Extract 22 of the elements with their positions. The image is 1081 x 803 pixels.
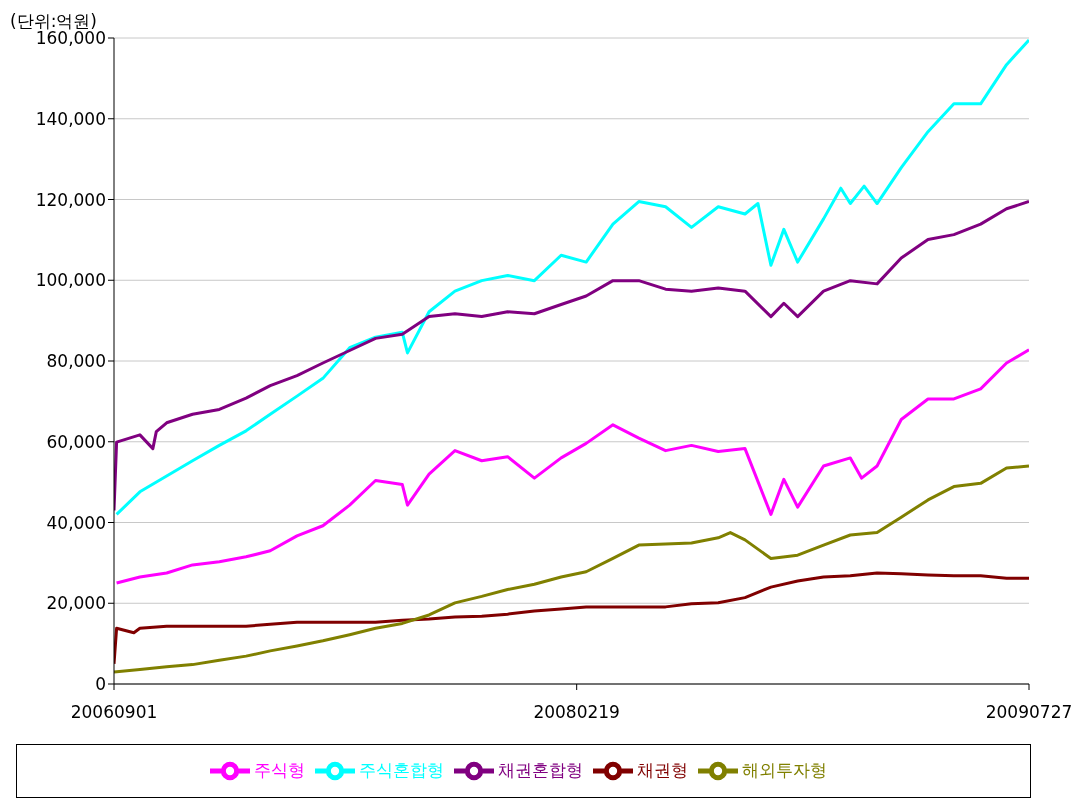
legend-label: 채권형: [637, 760, 688, 780]
y-tick-label: 100,000: [35, 270, 106, 291]
line-series: [114, 200, 1029, 512]
x-tick-label: 20090727: [985, 702, 1073, 723]
y-tick-label: 20,000: [46, 593, 106, 614]
line-series: [114, 464, 1029, 674]
legend-label: 해외투자형: [742, 760, 827, 780]
line-series: [115, 38, 1029, 516]
y-tick-label: 60,000: [46, 431, 106, 452]
legend-label: 주식혼합형: [359, 760, 444, 780]
y-tick-label: 140,000: [35, 108, 106, 129]
line-series: [114, 571, 1029, 666]
x-tick-label: 20080219: [533, 702, 620, 723]
y-axis-title: (단위:억원): [10, 10, 97, 31]
legend-label: 채권혼합형: [498, 760, 583, 780]
line-series: [115, 348, 1029, 585]
y-tick-label: 0: [95, 674, 106, 695]
y-tick-label: 40,000: [46, 512, 106, 533]
y-tick-label: 120,000: [35, 189, 106, 210]
legend-label: 주식형: [254, 760, 305, 780]
y-tick-label: 80,000: [46, 351, 106, 372]
x-tick-label: 20060901: [70, 702, 158, 723]
